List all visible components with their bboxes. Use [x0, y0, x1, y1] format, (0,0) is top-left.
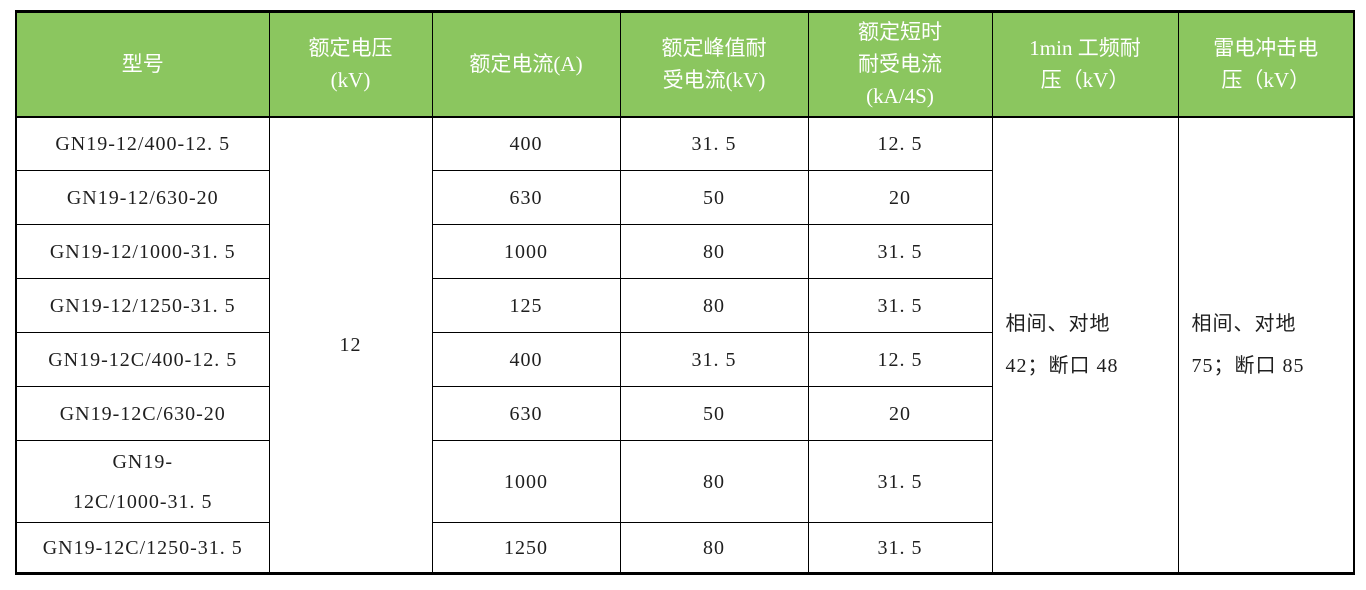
cell-rated-current: 1000 — [431, 440, 621, 523]
cell-rated-current: 1000 — [431, 224, 621, 279]
cell-model: GN19-12C/400-12. 5 — [15, 332, 270, 387]
cell-short-time-withstand: 31. 5 — [807, 278, 993, 333]
cell-peak-withstand: 80 — [619, 522, 809, 574]
header-row: 型号 额定电压 (kV) 额定电流(A) 额定峰值耐 受电流(kV) 额定短时 … — [15, 11, 1355, 118]
cell-model: GN19-12C/1250-31. 5 — [15, 522, 270, 574]
table-row: GN19-12/1000-31. 5 1000 80 31. 5 — [15, 224, 1354, 279]
cell-peak-withstand: 50 — [619, 386, 809, 441]
cell-rated-current: 125 — [431, 278, 621, 333]
table-row: GN19-12/630-20 630 50 20 — [15, 170, 1354, 225]
cell-model: GN19-12/1250-31. 5 — [15, 278, 270, 333]
header-rated-current: 额定电流(A) — [431, 11, 621, 118]
cell-peak-withstand: 50 — [619, 170, 809, 225]
cell-peak-withstand: 80 — [619, 440, 809, 523]
cell-short-time-withstand: 12. 5 — [807, 332, 993, 387]
cell-lightning-impulse-merged: 相间、对地 75；断口 85 — [1177, 116, 1355, 574]
table-row: GN19-12C/1250-31. 5 1250 80 31. 5 — [15, 522, 1354, 574]
cell-short-time-withstand: 20 — [807, 386, 993, 441]
header-lightning-impulse-voltage: 雷电冲击电 压（kV） — [1177, 11, 1355, 118]
table-row: GN19-12/400-12. 5 12 400 31. 5 12. 5 相间、… — [15, 116, 1355, 574]
cell-short-time-withstand: 31. 5 — [807, 522, 993, 574]
cell-rated-current: 400 — [431, 332, 621, 387]
cell-model: GN19-12/630-20 — [15, 170, 270, 225]
cell-rated-voltage-merged: 12 — [268, 116, 433, 574]
cell-short-time-withstand: 12. 5 — [807, 116, 993, 171]
spec-table: 型号 额定电压 (kV) 额定电流(A) 额定峰值耐 受电流(kV) 额定短时 … — [15, 10, 1355, 575]
header-model: 型号 — [15, 11, 270, 118]
cell-model: GN19- 12C/1000-31. 5 — [15, 440, 270, 523]
cell-rated-current: 1250 — [431, 522, 621, 574]
cell-peak-withstand: 31. 5 — [619, 332, 809, 387]
cell-rated-current: 630 — [431, 170, 621, 225]
cell-rated-current: 400 — [431, 116, 621, 171]
header-rated-voltage: 额定电压 (kV) — [268, 11, 433, 118]
cell-peak-withstand: 80 — [619, 224, 809, 279]
cell-power-frequency-withstand-merged: 相间、对地 42；断口 48 — [991, 116, 1179, 574]
table-row: GN19-12C/400-12. 5 400 31. 5 12. 5 — [15, 332, 1354, 387]
cell-model: GN19-12/1000-31. 5 — [15, 224, 270, 279]
header-short-time-withstand-current: 额定短时 耐受电流 (kA/4S) — [807, 11, 993, 118]
cell-peak-withstand: 31. 5 — [619, 116, 809, 171]
cell-short-time-withstand: 20 — [807, 170, 993, 225]
table-row: GN19-12/1250-31. 5 125 80 31. 5 — [15, 278, 1354, 333]
header-power-frequency-withstand-voltage: 1min 工频耐 压（kV） — [991, 11, 1179, 118]
cell-peak-withstand: 80 — [619, 278, 809, 333]
cell-short-time-withstand: 31. 5 — [807, 224, 993, 279]
cell-rated-current: 630 — [431, 386, 621, 441]
table-row: GN19-12C/630-20 630 50 20 — [15, 386, 1354, 441]
cell-short-time-withstand: 31. 5 — [807, 440, 993, 523]
cell-model: GN19-12C/630-20 — [15, 386, 270, 441]
header-peak-withstand-current: 额定峰值耐 受电流(kV) — [619, 11, 809, 118]
cell-model: GN19-12/400-12. 5 — [15, 116, 270, 171]
